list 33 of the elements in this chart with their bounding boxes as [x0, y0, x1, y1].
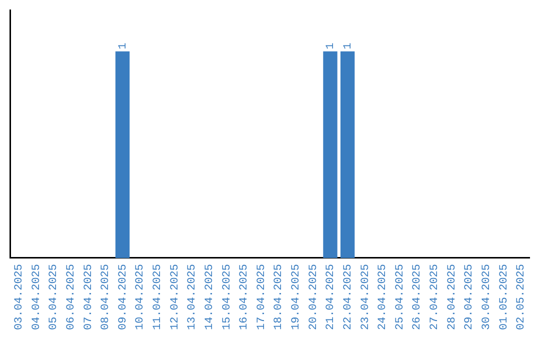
x-tick-label: 18.04.2025: [273, 264, 286, 330]
x-tick-label: 15.04.2025: [221, 264, 234, 330]
x-tick-label: 30.04.2025: [480, 264, 493, 330]
x-tick-label: 06.04.2025: [65, 264, 78, 330]
x-tick-label: 26.04.2025: [412, 264, 424, 330]
x-tick-label: 12.04.2025: [169, 264, 182, 330]
x-tick-label: 20.04.2025: [308, 264, 320, 330]
x-tick-label: 01.05.2025: [498, 264, 510, 330]
x-tick-label: 11.04.2025: [152, 264, 164, 330]
x-tick-label: 04.04.2025: [30, 264, 43, 330]
x-tick-label: 24.04.2025: [377, 264, 390, 330]
x-tick-label: 23.04.2025: [360, 264, 372, 330]
x-tick-label: 07.04.2025: [82, 264, 95, 330]
x-tick-label: 13.04.2025: [186, 264, 199, 330]
x-tick-label: 03.04.2025: [14, 264, 26, 330]
x-tick-label: 09.04.2025: [117, 264, 130, 330]
x-tick-label: 25.04.2025: [394, 264, 406, 330]
x-tick-label: 14.04.2025: [204, 264, 216, 330]
x-tick-label: 29.04.2025: [464, 264, 476, 330]
data-label: 1: [342, 42, 354, 50]
data-label: 1: [117, 42, 130, 50]
x-tick-label: 10.04.2025: [134, 264, 147, 330]
x-tick-label: 05.04.2025: [48, 264, 60, 330]
x-tick-label: 02.05.2025: [516, 264, 528, 330]
x-tick-label: 08.04.2025: [100, 264, 112, 330]
x-tick-label: 21.04.2025: [325, 264, 338, 330]
x-tick-label: 16.04.2025: [238, 264, 251, 330]
data-label: 1: [325, 42, 338, 50]
x-tick-label: 19.04.2025: [290, 264, 303, 330]
x-tick-label: 22.04.2025: [342, 264, 354, 330]
x-tick-label: 17.04.2025: [256, 264, 268, 330]
x-tick-label: 28.04.2025: [446, 264, 458, 330]
x-tick-label: 27.04.2025: [429, 264, 442, 330]
